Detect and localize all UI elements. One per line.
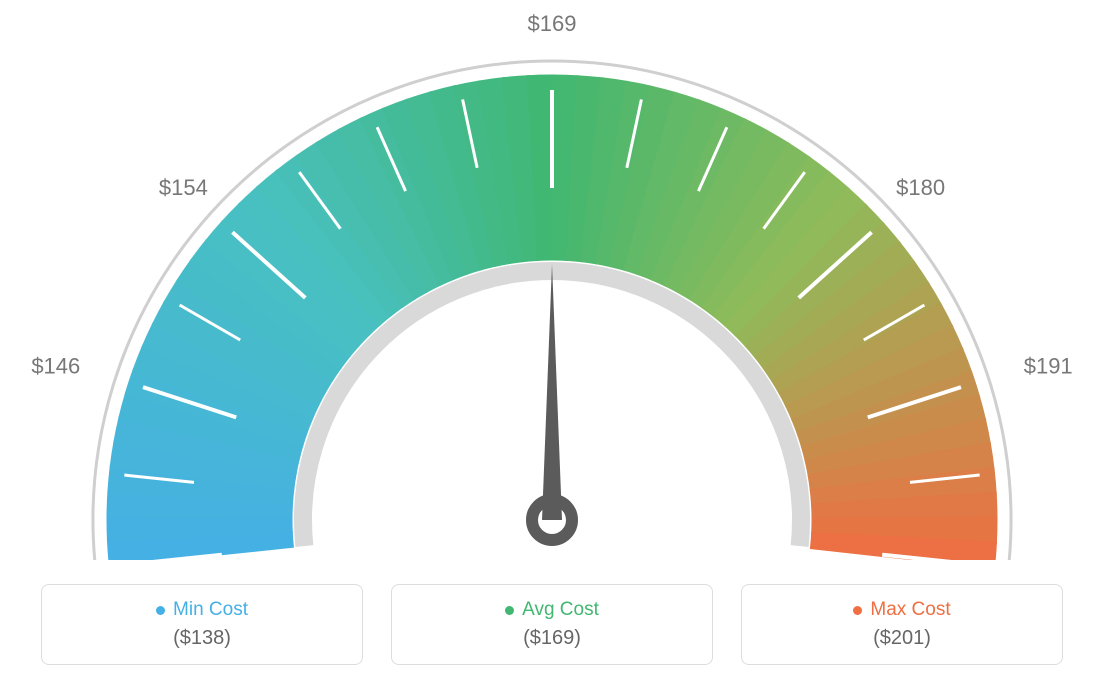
gauge-svg: $138 $146 $154 $169 $180 $191 $201 bbox=[0, 0, 1104, 560]
tick-label: $169 bbox=[528, 11, 577, 36]
legend-avg: Avg Cost ($169) bbox=[391, 584, 713, 665]
legend-min-title: Min Cost bbox=[156, 599, 248, 621]
legend-avg-dot bbox=[505, 606, 514, 615]
legend-min-value: ($138) bbox=[42, 627, 362, 650]
legend-min-dot bbox=[156, 606, 165, 615]
legend-avg-label: Avg Cost bbox=[522, 599, 599, 621]
legend-max-title: Max Cost bbox=[853, 599, 950, 621]
legend-min: Min Cost ($138) bbox=[41, 584, 363, 665]
tick-label: $180 bbox=[896, 175, 945, 200]
tick-label: $154 bbox=[159, 175, 208, 200]
gauge-needle bbox=[542, 264, 562, 520]
tick-label: $146 bbox=[31, 354, 80, 379]
legend-avg-value: ($169) bbox=[392, 627, 712, 650]
legend-min-label: Min Cost bbox=[173, 599, 248, 621]
legend-avg-title: Avg Cost bbox=[505, 599, 599, 621]
tick-label: $138 bbox=[10, 559, 59, 560]
tick-label: $201 bbox=[1045, 559, 1094, 560]
legend-max: Max Cost ($201) bbox=[741, 584, 1063, 665]
legend-max-label: Max Cost bbox=[870, 599, 950, 621]
tick-label: $191 bbox=[1024, 354, 1073, 379]
gauge-area: $138 $146 $154 $169 $180 $191 $201 bbox=[0, 0, 1104, 560]
cost-gauge-chart: $138 $146 $154 $169 $180 $191 $201 Min Cost ($1… bbox=[0, 0, 1104, 690]
legend-max-value: ($201) bbox=[742, 627, 1062, 650]
legend-max-dot bbox=[853, 606, 862, 615]
legend-row: Min Cost ($138) Avg Cost ($169) Max Cost ($20… bbox=[0, 560, 1104, 665]
